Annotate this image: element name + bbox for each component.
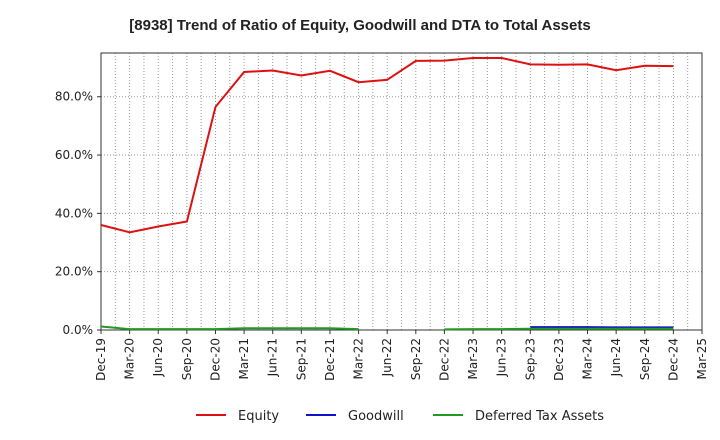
x-axis: Dec-19 Mar-20 Jun-20 Sep-20 Dec-20 Mar-21 Jun-… (94, 330, 709, 381)
x-tick-label: Mar-23 (466, 338, 480, 379)
series-line-deferred-tax-assets (100, 325, 359, 331)
x-tick-label: Sep-23 (523, 338, 537, 380)
legend-label-goodwill: Goodwill (348, 409, 404, 424)
legend: Equity Goodwill Deferred Tax Assets (196, 409, 604, 424)
y-tick-label: 40.0% (55, 206, 93, 220)
y-tick-label: 0.0% (63, 323, 94, 337)
x-tick-label: Jun-21 (266, 338, 280, 377)
y-axis: 0.0% 20.0% 40.0% 60.0% 80.0% (55, 90, 101, 337)
series-line-equity (100, 57, 674, 234)
x-tick-label: Sep-21 (294, 338, 308, 380)
x-tick-label: Dec-20 (208, 338, 222, 381)
y-tick-label: 20.0% (55, 265, 93, 279)
plot-area (100, 52, 703, 331)
x-tick-label: Dec-23 (552, 338, 566, 381)
grid (100, 53, 703, 330)
y-tick-label: 60.0% (55, 148, 93, 162)
series-line-deferred-tax-assets (444, 327, 674, 331)
x-tick-label: Sep-22 (409, 338, 423, 380)
x-tick-label: Mar-25 (695, 338, 709, 379)
x-tick-label: Jun-23 (495, 338, 509, 377)
x-tick-label: Dec-21 (323, 338, 337, 381)
x-tick-label: Dec-24 (666, 338, 680, 381)
x-tick-label: Mar-21 (237, 338, 251, 379)
x-tick-label: Dec-19 (94, 338, 108, 381)
x-tick-label: Mar-20 (123, 338, 137, 379)
x-tick-label: Sep-20 (180, 338, 194, 380)
x-tick-label: Jun-22 (380, 338, 394, 377)
legend-label-deferred-tax-assets: Deferred Tax Assets (475, 409, 604, 424)
chart-title: [8938] Trend of Ratio of Equity, Goodwil… (129, 17, 590, 34)
y-tick-label: 80.0% (55, 90, 93, 104)
x-tick-label: Sep-24 (638, 338, 652, 380)
x-tick-label: Mar-24 (581, 338, 595, 379)
series-lines (100, 57, 674, 331)
x-tick-label: Dec-22 (437, 338, 451, 381)
x-tick-label: Mar-22 (352, 338, 366, 379)
x-tick-label: Jun-20 (151, 338, 165, 377)
x-tick-label: Jun-24 (609, 338, 623, 377)
legend-label-equity: Equity (238, 409, 279, 424)
